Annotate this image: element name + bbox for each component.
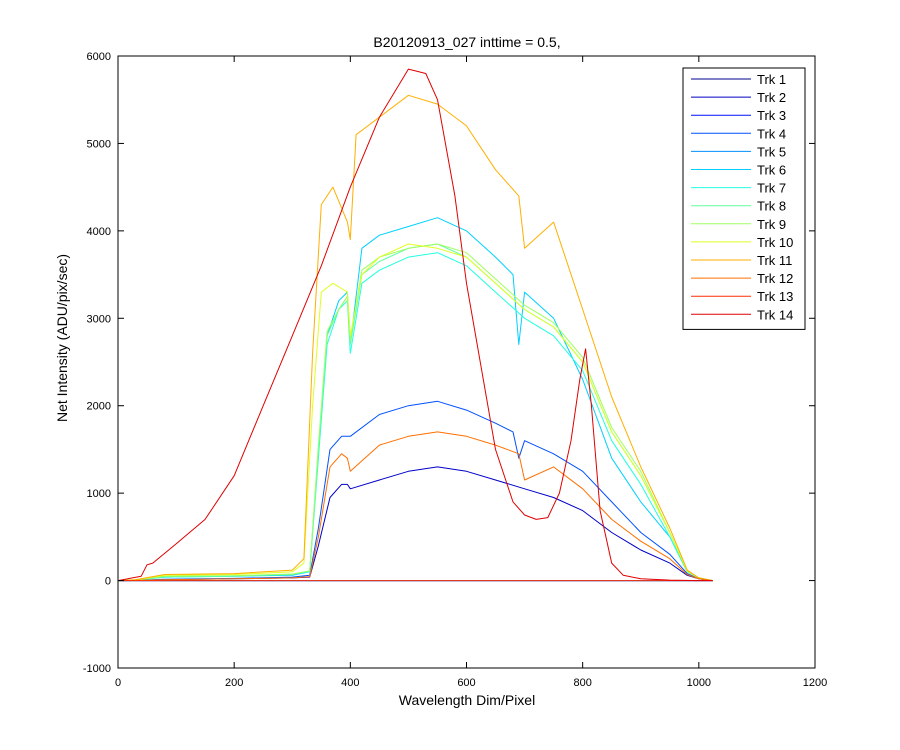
y-tick-label: 4000 [87, 226, 111, 238]
x-tick-label: 400 [341, 677, 359, 689]
y-tick-label: 3000 [87, 313, 111, 325]
x-ticks: 0 200 400 600 800 1000 1200 [115, 56, 827, 689]
x-tick-label: 1200 [803, 677, 827, 689]
y-tick-label: 0 [105, 576, 111, 588]
series-line-trk-12 [117, 431, 713, 582]
x-tick-label: 600 [457, 677, 475, 689]
legend-entry-label: Trk 1 [757, 72, 786, 87]
y-tick-label: 1000 [87, 488, 111, 500]
legend-entry-label: Trk 7 [757, 181, 786, 196]
legend-entry-label: Trk 12 [757, 271, 793, 286]
legend-entry-label: Trk 3 [757, 108, 786, 123]
series-line-trk-4 [117, 400, 713, 582]
y-tick-label: 2000 [87, 401, 111, 413]
y-tick-label: 5000 [87, 138, 111, 150]
legend-entry-label: Trk 13 [757, 289, 793, 304]
series-line-trk-14 [117, 68, 713, 582]
legend-entry-label: Trk 10 [757, 235, 793, 250]
series-line-trk-11 [117, 94, 713, 582]
x-tick-label: 800 [573, 677, 591, 689]
legend-entry-label: Trk 2 [757, 90, 786, 105]
y-tick-label: 6000 [87, 51, 111, 63]
legend-entry-label: Trk 11 [757, 253, 792, 268]
series-line-trk-9 [117, 243, 713, 582]
legend: Trk 1 Trk 2 Trk 3 Trk 4 Trk 5 Trk 6 Trk 7 Trk 8… [682, 67, 806, 330]
chart-title: B20120913_027 inttime = 0.5, [373, 34, 560, 50]
legend-entry-label: Trk 9 [757, 217, 786, 232]
y-ticks: -1000 0 1000 2000 3000 4000 5000 6000 [83, 51, 815, 675]
x-tick-label: 1000 [687, 677, 711, 689]
series-line-trk-10 [117, 243, 713, 582]
y-axis-label: Net Intensity (ADU/pix/sec) [54, 254, 70, 422]
legend-entry-label: Trk 6 [757, 163, 786, 178]
x-tick-label: 0 [115, 677, 121, 689]
legend-entry-label: Trk 5 [757, 144, 786, 159]
x-axis-label: Wavelength Dim/Pixel [399, 692, 535, 708]
legend-entry-label: Trk 8 [757, 199, 786, 214]
series-layer [117, 68, 713, 582]
x-tick-label: 200 [225, 677, 243, 689]
legend-box [682, 67, 806, 330]
legend-entry-label: Trk 4 [757, 126, 786, 141]
y-tick-label: -1000 [83, 663, 111, 675]
legend-entry-label: Trk 14 [757, 307, 793, 322]
